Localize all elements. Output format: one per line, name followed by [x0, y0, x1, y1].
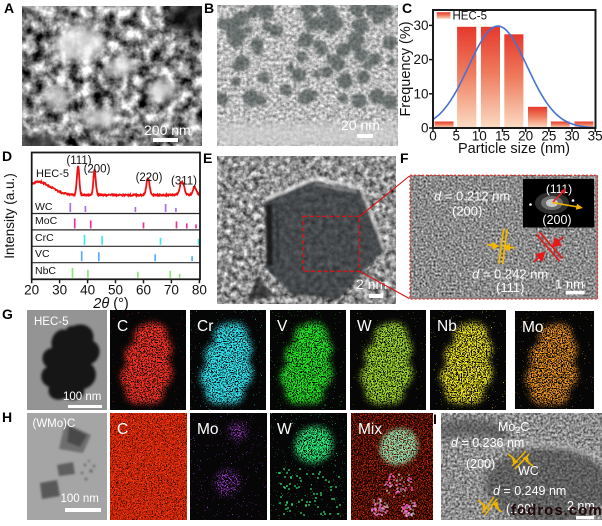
- svg-text:NbC: NbC: [35, 265, 56, 277]
- svg-text:Mo2C: Mo2C: [498, 420, 529, 435]
- svg-text:2θ (°): 2θ (°): [92, 296, 128, 312]
- svg-text:(200): (200): [84, 164, 111, 176]
- svg-text:30: 30: [52, 283, 67, 298]
- svg-text:Mo: Mo: [522, 319, 544, 336]
- svg-text:15: 15: [495, 129, 510, 144]
- svg-text:60: 60: [136, 283, 151, 298]
- svg-text:WC: WC: [518, 464, 539, 478]
- svg-text:80: 80: [192, 283, 207, 298]
- svg-text:30: 30: [413, 18, 428, 33]
- svg-text:W: W: [357, 318, 372, 335]
- svg-text:HEC-5: HEC-5: [36, 168, 69, 180]
- svg-text:Mix: Mix: [358, 421, 382, 438]
- svg-text:2 nm: 2 nm: [567, 499, 595, 513]
- svg-text:d = 0.236 nm: d = 0.236 nm: [451, 436, 524, 450]
- svg-text:d = 0.249 nm: d = 0.249 nm: [493, 484, 566, 498]
- svg-text:(100): (100): [506, 502, 535, 516]
- svg-text:(311): (311): [171, 176, 197, 188]
- svg-text:(220): (220): [136, 172, 163, 184]
- svg-text:Nb: Nb: [437, 318, 457, 335]
- svg-text:VC: VC: [35, 248, 50, 260]
- svg-text:25: 25: [541, 129, 556, 144]
- svg-text:40: 40: [80, 283, 95, 298]
- svg-text:20: 20: [413, 52, 428, 67]
- svg-text:WC: WC: [35, 201, 53, 213]
- svg-text:5: 5: [452, 129, 460, 144]
- svg-text:MoC: MoC: [35, 215, 58, 227]
- svg-text:30: 30: [564, 129, 579, 144]
- svg-text:Frequency (%): Frequency (%): [398, 21, 414, 116]
- svg-text:0: 0: [429, 129, 437, 144]
- svg-text:Cr: Cr: [197, 318, 213, 335]
- svg-text:70: 70: [164, 283, 179, 298]
- svg-text:20: 20: [518, 129, 533, 144]
- svg-text:(111): (111): [66, 155, 91, 167]
- svg-text:C: C: [117, 421, 128, 438]
- svg-text:W: W: [277, 421, 292, 438]
- svg-text:10: 10: [413, 86, 428, 101]
- svg-text:V: V: [277, 318, 288, 335]
- svg-text:10: 10: [472, 129, 487, 144]
- svg-text:50: 50: [108, 283, 123, 298]
- svg-text:CrC: CrC: [35, 232, 54, 244]
- svg-text:HEC-5: HEC-5: [453, 11, 488, 23]
- svg-text:20: 20: [24, 283, 39, 298]
- svg-text:Mo: Mo: [197, 421, 219, 438]
- svg-text:Particle size (nm): Particle size (nm): [458, 141, 570, 157]
- svg-text:C: C: [117, 318, 128, 335]
- svg-text:(200): (200): [466, 457, 495, 471]
- svg-text:35: 35: [588, 129, 602, 144]
- svg-text:0: 0: [421, 121, 429, 136]
- svg-text:Intensity (a.u.): Intensity (a.u.): [2, 173, 17, 259]
